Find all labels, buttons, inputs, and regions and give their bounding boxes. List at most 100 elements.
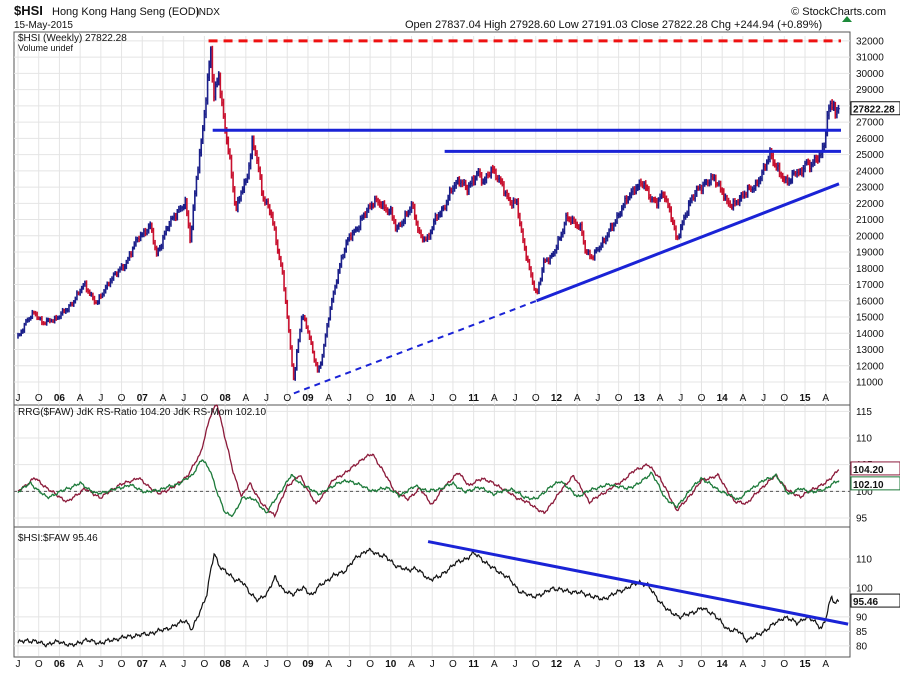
ratio-x-tick-label: A [77, 659, 84, 670]
price-x-tick-label: O [118, 393, 126, 404]
ratio-y-tick-label: 80 [856, 641, 868, 652]
price-y-tick-label: 19000 [856, 248, 884, 259]
price-x-tick-label: 14 [717, 393, 729, 404]
price-y-tick-label: 29000 [856, 85, 884, 96]
price-panel-title: $HSI (Weekly) 27822.28 [18, 33, 127, 44]
price-y-tick-label: 13000 [856, 345, 884, 356]
ratio-x-tick-label: J [513, 659, 518, 670]
price-x-tick-label: O [780, 393, 788, 404]
ratio-x-tick-label: 15 [799, 659, 811, 670]
price-y-tick-label: 16000 [856, 296, 884, 307]
ratio-x-tick-label: O [35, 659, 43, 670]
date: 15-May-2015 [14, 20, 73, 31]
ratio-x-tick-label: O [532, 659, 540, 670]
price-x-tick-label: A [242, 393, 249, 404]
ratio-x-tick-label: 08 [220, 659, 232, 670]
ratio-y-tick-label: 85 [856, 627, 868, 638]
ratio-x-tick-label: O [449, 659, 457, 670]
price-x-tick-label: 12 [551, 393, 563, 404]
rrg-rs-mom-badge-label: 102.10 [853, 480, 884, 491]
ratio-x-tick-label: A [657, 659, 664, 670]
ratio-x-tick-label: 07 [137, 659, 149, 670]
rrg-y-tick-label: 115 [856, 407, 872, 418]
rrg-panel-title: RRG($FAW) JdK RS-Ratio 104.20 JdK RS-Mom… [18, 407, 266, 418]
ratio-x-tick-label: 11 [468, 659, 479, 670]
price-x-tick-label: A [77, 393, 84, 404]
ratio-x-tick-label: J [678, 659, 683, 670]
ratio-x-tick-label: O [366, 659, 374, 670]
ratio-x-tick-label: A [822, 659, 829, 670]
price-x-tick-label: J [347, 393, 352, 404]
price-x-tick-label: O [366, 393, 374, 404]
price-x-tick-label: J [264, 393, 269, 404]
price-x-tick-label: J [513, 393, 518, 404]
price-x-tick-label: A [822, 393, 829, 404]
price-y-tick-label: 11000 [856, 378, 884, 389]
price-x-tick-label: J [595, 393, 600, 404]
price-x-tick-label: 08 [220, 393, 232, 404]
price-y-tick-label: 24000 [856, 166, 884, 177]
ratio-x-tick-label: A [160, 659, 167, 670]
price-x-tick-label: A [657, 393, 664, 404]
price-y-tick-label: 22000 [856, 199, 884, 210]
ratio-x-tick-label: A [408, 659, 415, 670]
price-y-tick-label: 27000 [856, 118, 884, 129]
ratio-x-tick-label: O [283, 659, 291, 670]
price-y-tick-label: 20000 [856, 231, 884, 242]
ratio-line [17, 547, 839, 648]
ratio-x-tick-label: J [761, 659, 766, 670]
ratio-x-tick-label: O [118, 659, 126, 670]
ratio-x-tick-label: O [698, 659, 706, 670]
price-x-tick-label: 13 [634, 393, 646, 404]
ratio-x-tick-label: O [780, 659, 788, 670]
price-x-tick-label: 10 [385, 393, 397, 404]
rrg-y-tick-label: 95 [856, 514, 868, 525]
price-y-tick-label: 32000 [856, 36, 884, 47]
volume-label: Volume undef [18, 43, 74, 53]
price-y-tick-label: 18000 [856, 264, 884, 275]
ratio-x-tick-label: J [264, 659, 269, 670]
price-y-tick-label: 25000 [856, 150, 884, 161]
price-x-tick-label: J [430, 393, 435, 404]
price-x-tick-label: 07 [137, 393, 149, 404]
price-x-tick-label: A [160, 393, 167, 404]
price-x-tick-label: O [532, 393, 540, 404]
ratio-x-tick-label: 09 [302, 659, 314, 670]
ratio-y-tick-label: 90 [856, 612, 868, 623]
rrg-rs-ratio-line [17, 404, 840, 519]
price-y-tick-label: 15000 [856, 313, 884, 324]
ratio-y-tick-label: 110 [856, 554, 872, 565]
price-x-tick-label: O [283, 393, 291, 404]
ratio-x-tick-label: J [181, 659, 186, 670]
price-y-tick-label: 21000 [856, 215, 884, 226]
ratio-x-tick-label: 06 [54, 659, 66, 670]
price-x-tick-label: O [698, 393, 706, 404]
support-trendline [536, 182, 840, 303]
ratio-x-tick-label: J [595, 659, 600, 670]
ratio-x-tick-label: A [325, 659, 332, 670]
ratio-panel-frame [13, 526, 851, 658]
ratio-x-tick-label: J [347, 659, 352, 670]
price-x-tick-label: J [761, 393, 766, 404]
price-x-tick-label: 11 [468, 393, 479, 404]
index-name: Hong Kong Hang Seng (EOD) [52, 6, 199, 18]
price-x-tick-label: 09 [302, 393, 314, 404]
ratio-panel-title: $HSI:$FAW 95.46 [18, 533, 98, 544]
price-y-tick-label: 23000 [856, 183, 884, 194]
rrg-rs-mom-badge [850, 476, 900, 491]
ratio-x-tick-label: 14 [717, 659, 729, 670]
ratio-x-tick-label: O [201, 659, 209, 670]
ratio-last-badge [850, 593, 900, 608]
ratio-x-tick-label: A [740, 659, 747, 670]
exchange: INDX [196, 7, 220, 18]
price-x-tick-label: O [35, 393, 43, 404]
price-x-tick-label: J [678, 393, 683, 404]
up-arrow-icon [842, 16, 852, 22]
ratio-y-tick-label: 100 [856, 583, 873, 594]
ratio-x-tick-label: 12 [551, 659, 563, 670]
price-y-tick-label: 12000 [856, 361, 884, 372]
rrg-rs-mom-line [17, 459, 840, 518]
price-x-tick-label: 15 [799, 393, 811, 404]
price-y-tick-label: 31000 [856, 53, 884, 64]
